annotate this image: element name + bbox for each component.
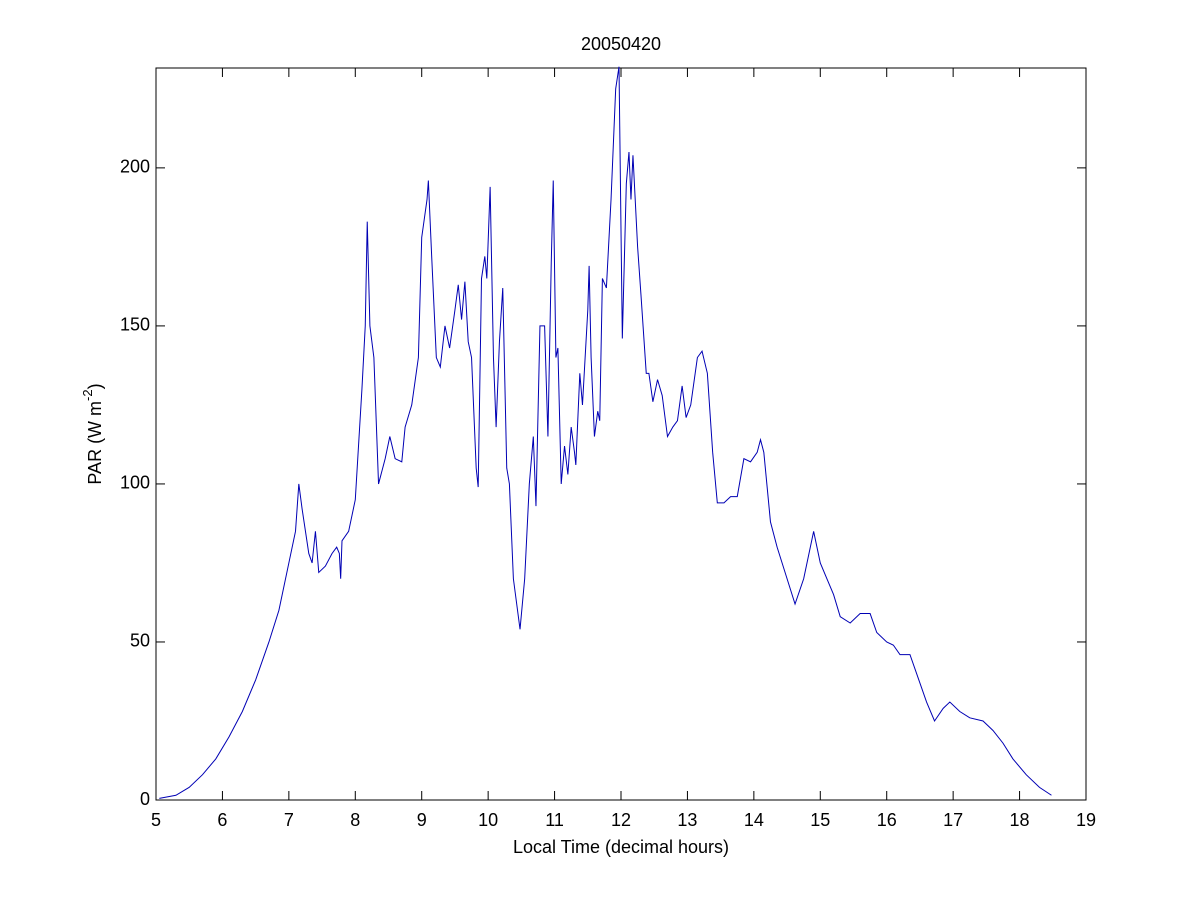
y-tick-label: 100	[120, 473, 150, 493]
y-axis-label: PAR (W m-2)	[80, 383, 104, 484]
x-axis-label: Local Time (decimal hours)	[513, 837, 729, 857]
y-tick-label: 200	[120, 157, 150, 177]
y-tick-label: 150	[120, 315, 150, 335]
x-tick-label: 17	[943, 810, 963, 830]
y-axis-label-text: PAR (W m	[85, 401, 105, 485]
x-tick-label: 15	[810, 810, 830, 830]
x-tick-label: 13	[677, 810, 697, 830]
x-tick-label: 12	[611, 810, 631, 830]
x-tick-label: 8	[350, 810, 360, 830]
x-tick-label: 9	[417, 810, 427, 830]
x-tick-label: 16	[877, 810, 897, 830]
chart-title: 20050420	[581, 34, 661, 54]
data-line	[159, 66, 1052, 799]
x-tick-label: 11	[545, 810, 564, 830]
x-tick-label: 19	[1076, 810, 1096, 830]
y-axis-label-tail: )	[85, 383, 105, 389]
x-tick-label: 6	[217, 810, 227, 830]
y-tick-label: 0	[140, 789, 150, 809]
x-tick-label: 14	[744, 810, 764, 830]
y-tick-label: 50	[130, 631, 150, 651]
y-axis-label-sup: -2	[80, 389, 95, 401]
x-tick-label: 7	[284, 810, 294, 830]
x-tick-label: 5	[151, 810, 161, 830]
x-tick-label: 18	[1010, 810, 1030, 830]
x-tick-label: 10	[478, 810, 498, 830]
